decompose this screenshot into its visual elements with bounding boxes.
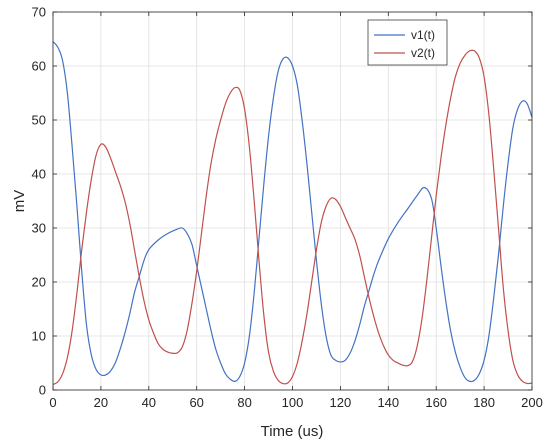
y-tick-label: 50 [32, 113, 46, 128]
x-tick-label: 40 [142, 395, 156, 410]
legend-label-v1: v1(t) [411, 28, 435, 42]
series-line-v2t [52, 49, 533, 386]
x-tick-label: 180 [473, 395, 495, 410]
legend: v1(t) v2(t) [367, 19, 448, 66]
x-tick-label: 100 [282, 395, 304, 410]
x-axis-title: Time (us) [261, 423, 324, 440]
x-tick-label: 140 [377, 395, 399, 410]
y-tick-label: 10 [32, 329, 46, 344]
x-tick-label: 120 [330, 395, 352, 410]
axis-tick-labels: 0 20 40 60 80 100 120 140 160 180 200 0 10 20 30 40 50 60… [32, 5, 543, 411]
x-tick-label: 60 [189, 395, 203, 410]
axis-ticks [52, 11, 533, 391]
x-tick-label: 20 [94, 395, 108, 410]
y-tick-label: 30 [32, 221, 46, 236]
series-lines [52, 41, 533, 386]
y-tick-label: 20 [32, 275, 46, 290]
y-tick-label: 60 [32, 59, 46, 74]
series-line-v1t [52, 41, 533, 383]
x-tick-label: 200 [521, 395, 543, 410]
y-axis-title: mV [11, 190, 28, 213]
legend-box [367, 19, 448, 66]
x-tick-label: 160 [425, 395, 447, 410]
y-tick-label: 70 [32, 5, 46, 20]
x-tick-label: 80 [237, 395, 251, 410]
y-tick-label: 0 [39, 383, 46, 398]
legend-label-v2: v2(t) [411, 46, 435, 60]
y-tick-label: 40 [32, 167, 46, 182]
x-tick-label: 0 [49, 395, 56, 410]
